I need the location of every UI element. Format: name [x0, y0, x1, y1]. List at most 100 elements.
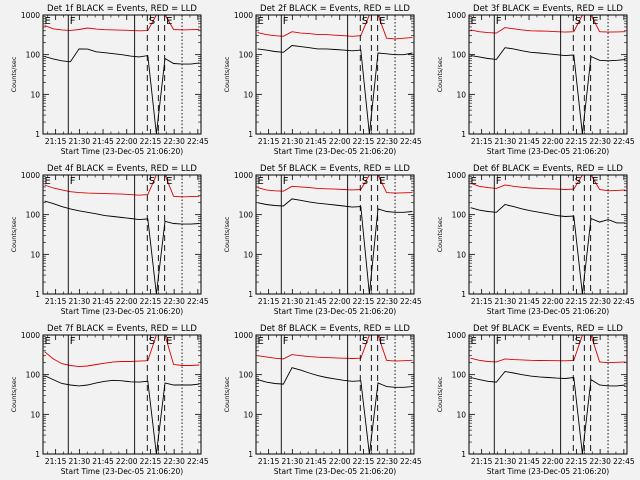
x-tick-label: 22:00 [116, 457, 138, 466]
x-tick-label: 22:30 [376, 137, 398, 146]
panel-title: Det 8f BLACK = Events, RED = LLD [260, 324, 410, 334]
plot-frame [255, 174, 415, 295]
y-tick-label: 1000 [234, 171, 253, 180]
plot-frame [468, 14, 628, 135]
panel-det-6: Det 6f BLACK = Events, RED = LLD Counts/s… [436, 164, 635, 316]
x-tick-label: 22:45 [613, 457, 635, 466]
x-axis-label: Start Time (23-Dec-05 21:06:20) [487, 147, 609, 156]
x-tick-label: 21:15 [45, 137, 67, 146]
panel-det-5: Det 5f BLACK = Events, RED = LLD Counts/s… [223, 164, 422, 316]
plot-frame [42, 334, 202, 455]
x-tick-label: 22:45 [613, 297, 635, 306]
y-tick-label: 10 [30, 250, 40, 259]
series-events-line [470, 204, 626, 295]
series-events-line [44, 48, 200, 135]
marker-label: E [471, 176, 477, 187]
panel-title: Det 7f BLACK = Events, RED = LLD [47, 324, 197, 334]
y-tick-label: 1000 [21, 11, 40, 20]
marker-label: E [379, 336, 385, 347]
y-tick-label: 1 [35, 450, 40, 459]
y-tick-label: 1 [461, 450, 466, 459]
x-tick-label: 22:30 [376, 297, 398, 306]
marker-label: E [471, 336, 477, 347]
x-tick-label: 22:15 [353, 297, 375, 306]
x-tick-label: 22:00 [542, 297, 564, 306]
marker-label: F [70, 176, 76, 187]
marker-label: E [45, 16, 51, 27]
y-tick-label: 1000 [447, 331, 466, 340]
x-tick-label: 22:45 [187, 457, 209, 466]
x-axis-label: Start Time (23-Dec-05 21:06:20) [61, 147, 183, 156]
y-tick-label: 1000 [234, 11, 253, 20]
marker-label: E [379, 16, 385, 27]
marker-label: E [45, 176, 51, 187]
y-axis-label: Counts/sec [10, 376, 18, 412]
marker-label: S [362, 336, 368, 347]
x-tick-label: 22:15 [140, 457, 162, 466]
x-tick-label: 21:15 [45, 457, 67, 466]
marker-label: F [70, 16, 76, 27]
x-tick-label: 22:45 [187, 297, 209, 306]
x-tick-label: 21:30 [282, 457, 304, 466]
x-tick-label: 22:00 [542, 137, 564, 146]
series-lld-line [44, 174, 200, 198]
y-tick-label: 10 [243, 410, 253, 419]
series-lld-line [257, 14, 413, 40]
x-axis-label: Start Time (23-Dec-05 21:06:20) [487, 467, 609, 476]
y-tick-label: 100 [26, 371, 41, 380]
x-tick-label: 21:45 [518, 137, 540, 146]
x-tick-label: 22:15 [566, 457, 588, 466]
x-tick-label: 21:45 [305, 137, 327, 146]
panel-title: Det 4f BLACK = Events, RED = LLD [47, 164, 197, 174]
series-lld-line [257, 174, 413, 194]
y-tick-label: 1 [248, 450, 253, 459]
panel-det-9: Det 9f BLACK = Events, RED = LLD Counts/s… [436, 324, 635, 476]
x-tick-label: 21:30 [495, 137, 517, 146]
x-tick-label: 21:30 [69, 457, 91, 466]
x-tick-label: 21:15 [258, 137, 280, 146]
marker-label: E [166, 16, 172, 27]
panel-title: Det 3f BLACK = Events, RED = LLD [473, 4, 623, 14]
x-tick-label: 22:45 [400, 297, 422, 306]
x-tick-label: 22:45 [400, 137, 422, 146]
marker-label: E [471, 16, 477, 27]
x-tick-label: 21:15 [471, 457, 493, 466]
plot-frame [42, 14, 202, 135]
x-tick-label: 22:15 [353, 137, 375, 146]
y-tick-label: 100 [239, 51, 254, 60]
x-tick-label: 21:30 [282, 137, 304, 146]
y-axis-label: Counts/sec [223, 56, 231, 92]
y-tick-label: 100 [452, 371, 467, 380]
x-tick-label: 22:00 [116, 137, 138, 146]
marker-label: S [575, 176, 581, 187]
marker-label: E [379, 176, 385, 187]
marker-label: S [362, 16, 368, 27]
x-tick-label: 22:00 [329, 457, 351, 466]
series-events-line [44, 375, 200, 455]
marker-label: S [149, 16, 155, 27]
x-tick-label: 22:30 [163, 457, 185, 466]
x-tick-label: 22:15 [566, 297, 588, 306]
y-tick-label: 1000 [234, 331, 253, 340]
series-events-line [44, 200, 200, 295]
y-tick-label: 10 [243, 90, 253, 99]
x-tick-label: 22:00 [116, 297, 138, 306]
marker-label: E [592, 176, 598, 187]
x-tick-label: 22:45 [613, 137, 635, 146]
x-axis-label: Start Time (23-Dec-05 21:06:20) [274, 147, 396, 156]
x-tick-label: 22:15 [140, 137, 162, 146]
x-tick-label: 21:30 [69, 137, 91, 146]
x-tick-label: 22:30 [163, 137, 185, 146]
x-tick-label: 22:30 [376, 457, 398, 466]
x-tick-label: 21:15 [258, 297, 280, 306]
x-tick-label: 22:45 [187, 137, 209, 146]
marker-label: E [592, 16, 598, 27]
marker-label: S [362, 176, 368, 187]
x-tick-label: 22:30 [589, 297, 611, 306]
panel-title: Det 5f BLACK = Events, RED = LLD [260, 164, 410, 174]
marker-label: F [70, 336, 76, 347]
y-tick-label: 1 [35, 290, 40, 299]
x-axis-label: Start Time (23-Dec-05 21:06:20) [274, 467, 396, 476]
panel-title: Det 9f BLACK = Events, RED = LLD [473, 324, 623, 334]
panel-title: Det 2f BLACK = Events, RED = LLD [260, 4, 410, 14]
